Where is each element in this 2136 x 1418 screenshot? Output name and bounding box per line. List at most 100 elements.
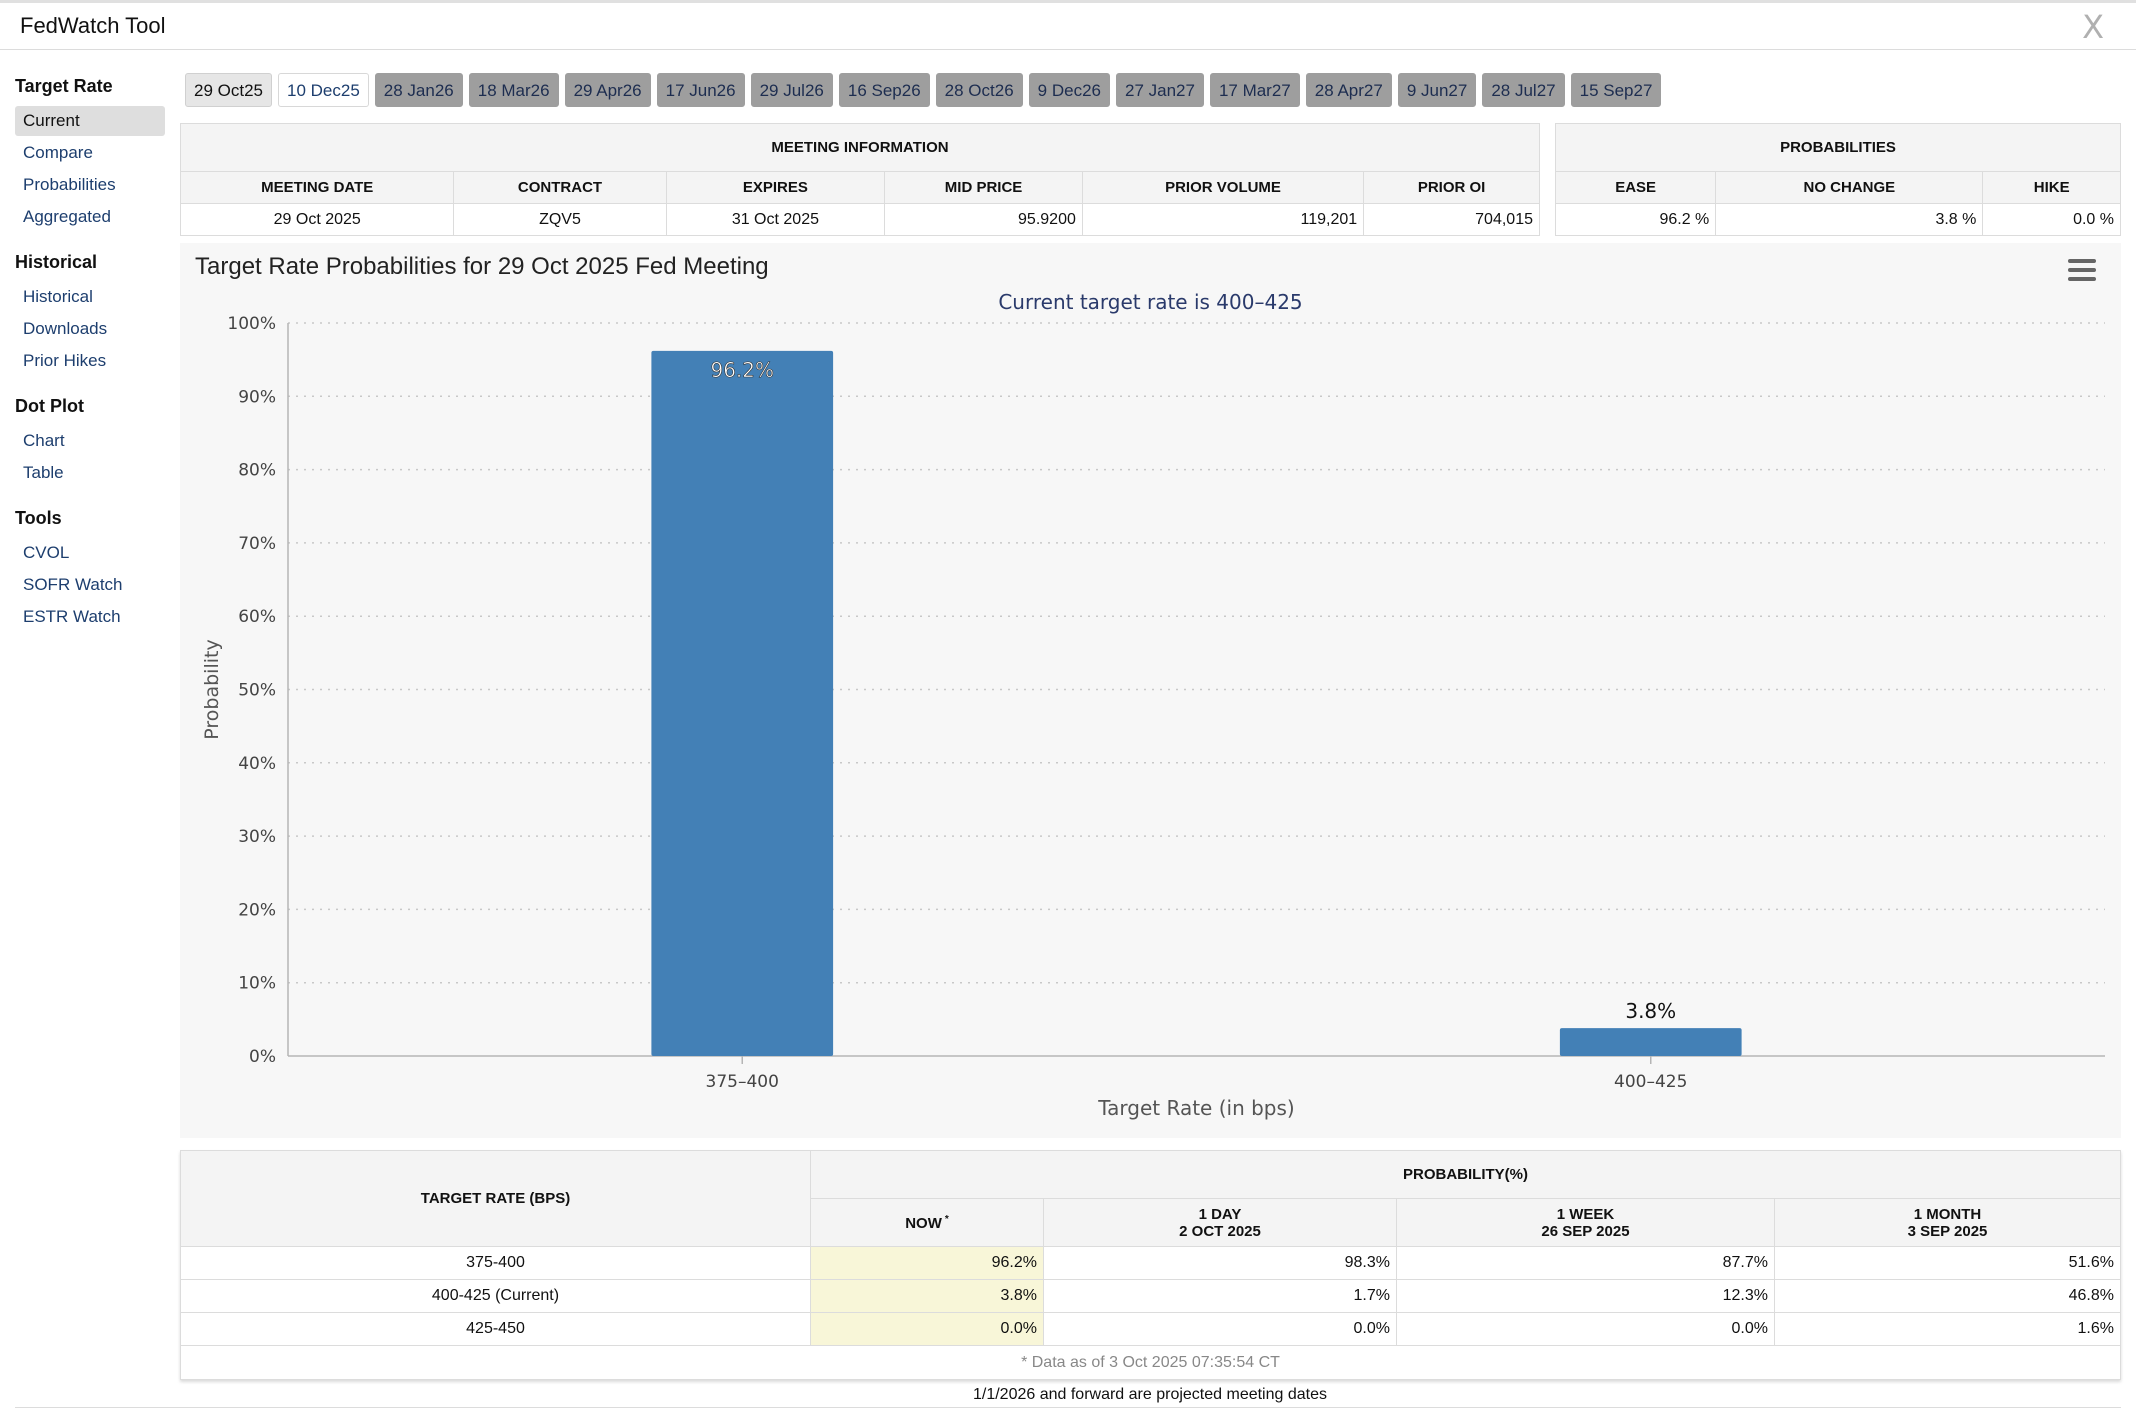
x-axis-title: Target Rate (in bps) xyxy=(1097,1096,1294,1120)
prior-oi-cell: 704,015 xyxy=(1363,203,1540,236)
tab-meeting[interactable]: 17 Jun26 xyxy=(656,73,745,107)
one-day-cell: 1.7% xyxy=(1043,1279,1397,1313)
column-header: MID PRICE xyxy=(884,171,1083,204)
sidebar-item-aggregated[interactable]: Aggregated xyxy=(23,207,111,226)
tab-meeting[interactable]: 9 Jun27 xyxy=(1397,73,1477,107)
y-tick-label: 10% xyxy=(238,974,276,994)
column-header: PRIOR VOLUME xyxy=(1081,171,1365,204)
one-week-cell: 87.7% xyxy=(1396,1246,1775,1280)
sidebar-section-title: Target Rate xyxy=(15,76,113,96)
tab-meeting[interactable]: 16 Sep26 xyxy=(838,73,930,107)
sidebar-section-title: Historical xyxy=(15,252,98,272)
y-tick-label: 20% xyxy=(238,900,276,920)
ease-cell: 96.2 % xyxy=(1554,203,1717,236)
column-header-now: NOW * xyxy=(810,1198,1044,1247)
one-month-cell: 1.6% xyxy=(1774,1312,2121,1346)
column-header: NO CHANGE xyxy=(1715,171,1984,204)
one-day-cell: 0.0% xyxy=(1043,1312,1397,1346)
projected-dates-note: 1/1/2026 and forward are projected meeti… xyxy=(972,1386,1327,1403)
table-row: 375-400 96.2% 98.3% 87.7% 51.6% xyxy=(180,1246,2121,1280)
y-tick-label: 0% xyxy=(249,1047,276,1067)
expires-cell: 31 Oct 2025 xyxy=(665,203,886,236)
sidebar-item-table[interactable]: Table xyxy=(23,463,64,482)
sidebar-item-downloads[interactable]: Downloads xyxy=(23,319,108,338)
sidebar-item-estr-watch[interactable]: ESTR Watch xyxy=(23,607,121,626)
tab-meeting[interactable]: 18 Mar26 xyxy=(468,73,559,107)
close-icon[interactable]: X xyxy=(2082,8,2104,46)
sidebar-item-current[interactable]: Current xyxy=(15,106,165,136)
one-week-cell: 0.0% xyxy=(1396,1312,1775,1346)
tab-meeting[interactable]: 28 Jul27 xyxy=(1482,73,1565,107)
meeting-information-title: MEETING INFORMATION xyxy=(180,123,1540,172)
one-month-cell: 46.8% xyxy=(1774,1279,2121,1313)
chart-panel: 0% 10% 20% 30% 40% 50% 60% 70% 80% 90% 100% 96.2% 37… xyxy=(180,243,2121,1138)
column-header: EXPIRES xyxy=(665,171,886,204)
probability-history-table: TARGET RATE (BPS) PROBABILITY(%) NOW * 1 … xyxy=(180,1150,2121,1380)
tab-meeting[interactable]: 29 Apr26 xyxy=(564,73,651,107)
y-tick-label: 40% xyxy=(238,754,276,774)
table-row: 29 Oct 2025 ZQV5 31 Oct 2025 95.9200 119… xyxy=(179,203,1540,236)
tab-meeting[interactable]: 29 Oct25 xyxy=(185,73,272,107)
probabilities-table: PROBABILITIES EASE NO CHANGE HIKE 96.2 %… xyxy=(1554,123,2121,236)
hike-cell: 0.0 % xyxy=(1982,203,2121,236)
title-bar: FedWatch Tool X xyxy=(0,0,2136,50)
data-timestamp-footnote: * Data as of 3 Oct 2025 07:35:54 CT xyxy=(180,1345,2121,1380)
tab-meeting[interactable]: 28 Jan26 xyxy=(374,73,463,107)
sidebar-item-prior-hikes[interactable]: Prior Hikes xyxy=(23,351,107,370)
sidebar-item-historical[interactable]: Historical xyxy=(23,287,93,306)
tab-meeting[interactable]: 15 Sep27 xyxy=(1570,73,1662,107)
target-rate-header: TARGET RATE (BPS) xyxy=(180,1150,811,1247)
tab-meeting[interactable]: 9 Dec26 xyxy=(1028,73,1110,107)
contract-cell: ZQV5 xyxy=(453,203,667,236)
sidebar-group-tools: Tools CVOL SOFR Watch ESTR Watch xyxy=(15,506,165,632)
probabilities-title: PROBABILITIES xyxy=(1555,123,2121,172)
y-tick-label: 60% xyxy=(238,607,276,627)
column-header-1-day: 1 DAY 2 OCT 2025 xyxy=(1043,1198,1397,1247)
column-header-1-month: 1 MONTH 3 SEP 2025 xyxy=(1774,1198,2121,1247)
tab-meeting[interactable]: 27 Jan27 xyxy=(1115,73,1204,107)
target-rate-cell: 375-400 xyxy=(180,1246,811,1280)
column-header: PRIOR OI xyxy=(1363,171,1540,204)
tab-meeting[interactable]: 29 Jul26 xyxy=(750,73,833,107)
y-tick-label: 50% xyxy=(238,681,276,701)
sidebar-item-sofr-watch[interactable]: SOFR Watch xyxy=(23,575,123,594)
y-tick-label: 90% xyxy=(238,387,276,407)
x-tick-label: 400–425 xyxy=(1614,1072,1687,1092)
app-title: FedWatch Tool xyxy=(20,13,166,38)
tab-meeting[interactable]: 10 Dec25 xyxy=(278,73,369,107)
sidebar-section-title: Tools xyxy=(15,508,62,528)
tab-meeting[interactable]: 28 Apr27 xyxy=(1305,73,1392,107)
one-day-cell: 98.3% xyxy=(1043,1246,1397,1280)
column-header: MEETING DATE xyxy=(179,171,455,204)
meeting-date-cell: 29 Oct 2025 xyxy=(179,203,455,236)
probability-header: PROBABILITY(%) xyxy=(810,1150,2121,1199)
divider xyxy=(15,1407,2121,1408)
chart-title: Target Rate Probabilities for 29 Oct 202… xyxy=(195,253,769,280)
sidebar-item-cvol[interactable]: CVOL xyxy=(23,543,70,562)
bar-data-label: 3.8% xyxy=(1625,999,1676,1023)
one-week-cell: 12.3% xyxy=(1396,1279,1775,1313)
meeting-tabs: 29 Oct25 10 Dec25 28 Jan26 18 Mar26 29 A… xyxy=(185,73,1662,107)
sidebar-item-probabilities[interactable]: Probabilities xyxy=(23,175,116,194)
chart-subtitle: Current target rate is 400–425 xyxy=(998,290,1303,314)
target-rate-cell: 425-450 xyxy=(180,1312,811,1346)
meeting-information-table: MEETING INFORMATION MEETING DATE CONTRAC… xyxy=(179,123,1540,236)
column-header: CONTRACT xyxy=(453,171,667,204)
y-tick-label: 30% xyxy=(238,827,276,847)
sidebar-group-dot-plot: Dot Plot Chart Table xyxy=(15,394,165,488)
chart-menu-icon[interactable] xyxy=(2068,259,2096,281)
sidebar-item-compare[interactable]: Compare xyxy=(23,143,93,162)
chart-bar xyxy=(651,350,834,1056)
no-change-cell: 3.8 % xyxy=(1715,203,1984,236)
y-tick-label: 80% xyxy=(238,461,276,481)
prior-volume-cell: 119,201 xyxy=(1081,203,1365,236)
sidebar-group-target-rate: Target Rate Current Compare Probabilitie… xyxy=(15,74,165,232)
y-tick-label: 70% xyxy=(238,534,276,554)
tab-meeting[interactable]: 28 Oct26 xyxy=(935,73,1023,107)
sidebar-item-chart[interactable]: Chart xyxy=(23,431,65,450)
tab-meeting[interactable]: 17 Mar27 xyxy=(1209,73,1300,107)
sidebar: Target Rate Current Compare Probabilitie… xyxy=(15,74,165,650)
one-month-cell: 51.6% xyxy=(1774,1246,2121,1280)
y-tick-label: 100% xyxy=(227,314,276,334)
x-tick-label: 375–400 xyxy=(706,1072,779,1092)
